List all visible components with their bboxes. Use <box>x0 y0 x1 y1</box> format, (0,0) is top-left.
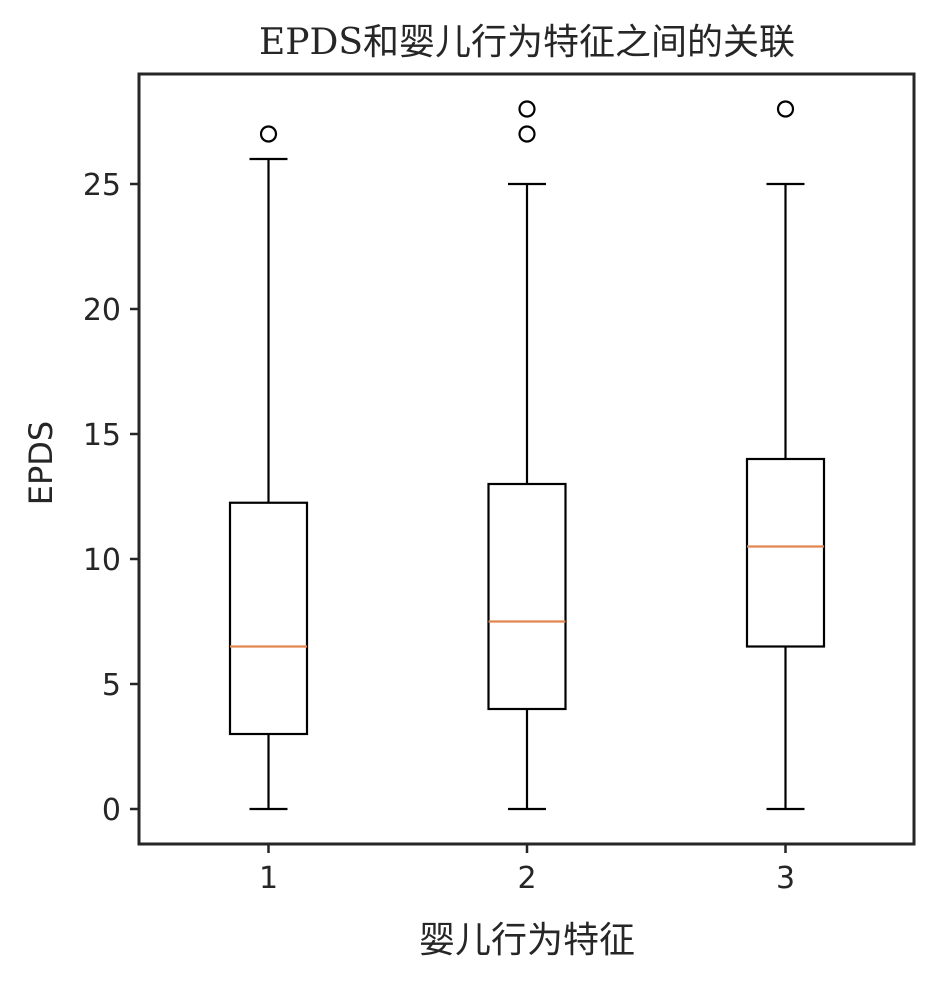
outlier-point <box>518 125 536 143</box>
x-tick-label: 2 <box>517 861 536 896</box>
chart-title: EPDS和婴儿行为特征之间的关联 <box>259 22 795 63</box>
box-iqr <box>487 482 567 711</box>
plot-area: 0 5 10 15 20 25 1 2 3 <box>83 100 826 896</box>
y-axis-label: EPDS <box>22 421 60 505</box>
y-tick-label: 0 <box>102 793 121 828</box>
y-tick-label: 15 <box>83 418 121 453</box>
x-tick-label: 1 <box>259 861 278 896</box>
plot-frame <box>137 72 916 846</box>
y-tick-label: 5 <box>102 668 121 703</box>
y-tick-label: 10 <box>83 543 121 578</box>
box-iqr <box>228 501 309 736</box>
x-tick-label: 3 <box>776 861 795 896</box>
x-axis-label: 婴儿行为特征 <box>419 920 635 961</box>
y-tick-label: 20 <box>83 293 121 328</box>
outlier-point <box>776 100 795 118</box>
y-tick-label: 25 <box>83 168 121 203</box>
outlier-point <box>518 100 536 118</box>
outlier-point <box>259 125 278 143</box>
box-iqr <box>745 457 826 648</box>
